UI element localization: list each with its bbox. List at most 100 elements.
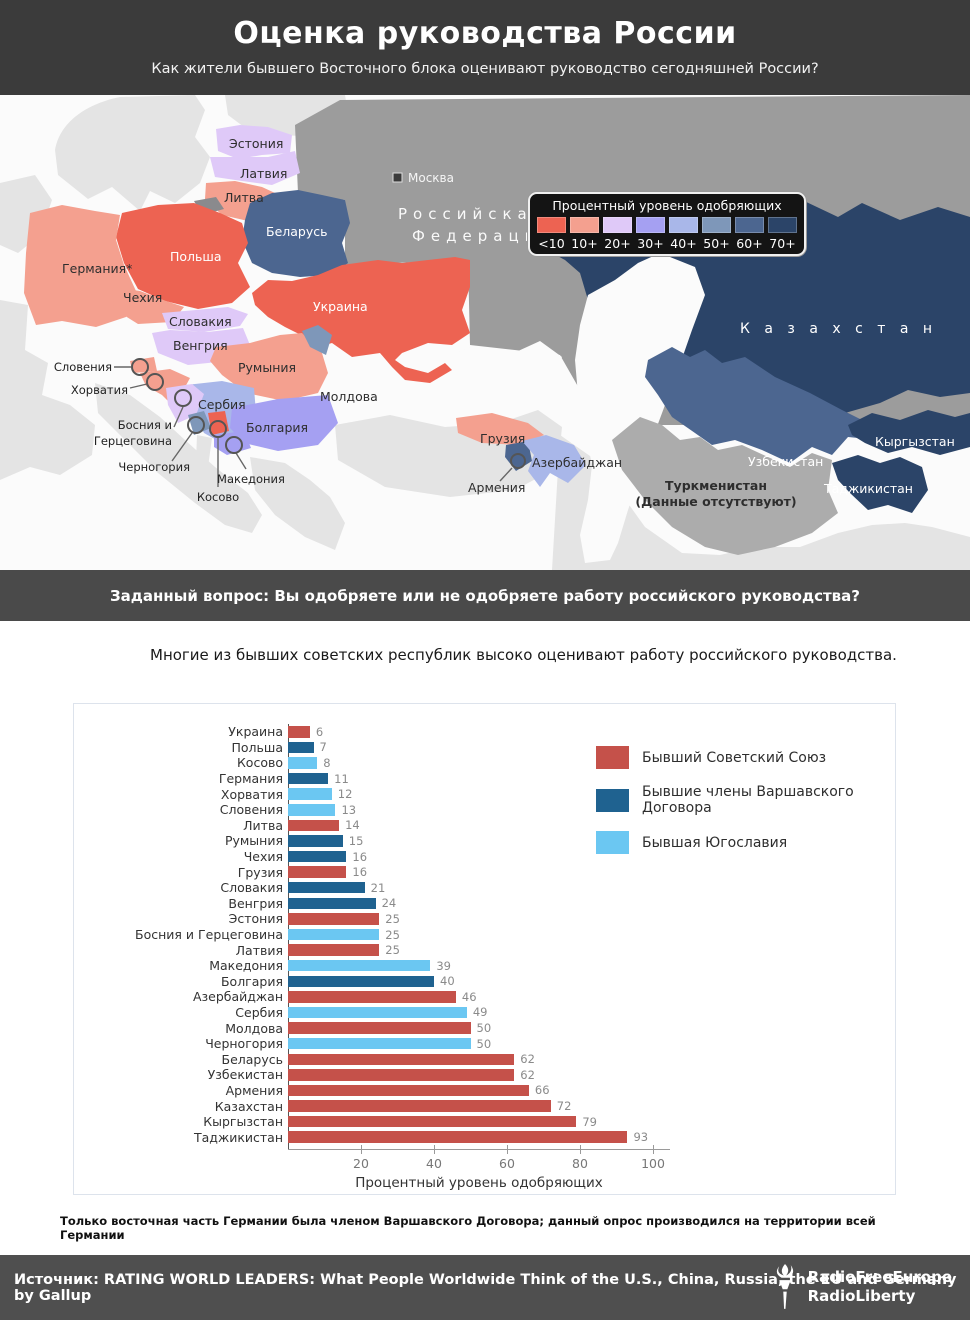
map-country-poland	[116, 203, 250, 309]
bar-row: Венгрия 24	[74, 896, 897, 912]
chart-legend-item: Бывшая Югославия	[596, 831, 895, 854]
bar-value: 16	[352, 865, 368, 880]
map-country-slovenia	[130, 357, 157, 373]
bar-row: Македония 39	[74, 958, 897, 974]
map-label-moldova: Молдова	[320, 389, 378, 404]
bar-label: Босния и Герцеговина	[135, 927, 283, 943]
bar	[288, 1037, 471, 1050]
map-label-ukraine: Украина	[313, 299, 368, 314]
legend-bucket: 70+	[768, 217, 797, 251]
legend-swatch	[702, 217, 731, 233]
map-country-latvia	[210, 151, 300, 185]
bar-value: 79	[582, 1114, 597, 1129]
legend-bucket: 50+	[702, 217, 731, 251]
x-axis-line	[288, 1149, 670, 1150]
bar-value: 46	[461, 989, 477, 1004]
bar-row: Словения 13	[74, 802, 897, 818]
map-label-bosnia-2: Герцеговина	[94, 434, 172, 448]
legend-bucket: <10	[537, 217, 566, 251]
map-label-czech: Чехия	[123, 290, 162, 305]
bar-label: Румыния	[224, 833, 283, 849]
bar-row: Украина 6	[74, 724, 897, 740]
map-label-serbia: Сербия	[198, 397, 246, 412]
bar-row: Босния и Герцеговина 25	[74, 927, 897, 943]
bar-label: Кыргызстан	[203, 1114, 283, 1130]
bar-row: Армения 66	[74, 1083, 897, 1099]
bar-row: Чехия 16	[74, 849, 897, 865]
map-country-romania	[210, 333, 328, 401]
bar	[288, 1084, 529, 1097]
map-label-estonia: Эстония	[229, 136, 283, 151]
chart-legend-swatch	[596, 788, 629, 812]
legend-bucket-label: 10+	[571, 236, 598, 251]
bar-value: 50	[476, 1036, 492, 1051]
map-country-kyrgyzstan	[848, 410, 970, 455]
black-sea	[330, 340, 562, 417]
bar-label: Болгария	[220, 973, 283, 989]
legend-bucket-label: <10	[538, 236, 565, 251]
map-label-georgia: Грузия	[480, 431, 525, 446]
chart-rows: Украина 6 Польша 7 Косово 8 Германия 11 Хорватия…	[74, 724, 897, 1145]
bar-value: 66	[534, 1083, 550, 1098]
bar	[288, 1100, 551, 1112]
bar-row: Узбекистан 62	[74, 1067, 897, 1083]
tick-mark	[434, 1145, 435, 1154]
legend-bucket: 20+	[603, 217, 632, 251]
bar-label: Черногория	[205, 1036, 283, 1052]
map-label-bosnia-1: Босния и	[118, 418, 172, 432]
bar-row: Литва 14	[74, 818, 897, 834]
bar-label: Словакия	[220, 880, 283, 896]
legend-bucket-label: 30+	[637, 236, 664, 251]
bar-label: Беларусь	[221, 1051, 284, 1067]
bar-label: Таджикистан	[194, 1129, 283, 1145]
bar	[288, 928, 380, 941]
bar	[288, 881, 365, 894]
map-country-moldova	[302, 325, 332, 355]
map-label-bulgaria: Болгария	[246, 420, 308, 435]
map-label-hungary: Венгрия	[173, 338, 228, 353]
tick-label: 60	[499, 1156, 515, 1171]
map-countries	[24, 125, 970, 555]
bar	[288, 975, 434, 988]
bar-row: Беларусь 62	[74, 1051, 897, 1067]
bar-label: Косово	[236, 755, 283, 771]
map-label-kyrgyzstan: Кыргызстан	[875, 434, 955, 449]
bar-row: Сербия 49	[74, 1005, 897, 1021]
bar-value: 11	[334, 771, 349, 786]
map-country-ukraine	[252, 257, 470, 383]
bar-value: 93	[633, 1130, 649, 1145]
map-legend-title: Процентный уровень одобряющих	[552, 198, 782, 213]
bar-chart-panel: Украина 6 Польша 7 Косово 8 Германия 11 Хорватия…	[73, 703, 896, 1195]
map-country-germany	[24, 205, 136, 327]
legend-swatch	[603, 217, 632, 233]
bar	[288, 757, 318, 769]
bar-value: 13	[341, 802, 357, 817]
map-label-croatia: Хорватия	[71, 383, 128, 397]
legend-bucket-label: 60+	[736, 236, 763, 251]
map-label-tajikistan: Таджикистан	[823, 481, 913, 496]
europe-asia-map: Москва Российская Федерация Эстония Латв…	[0, 95, 970, 570]
map-country-azerbaijan	[522, 435, 586, 487]
caspian-sea	[575, 253, 705, 563]
bar-row: Молдова 50	[74, 1020, 897, 1036]
tick-label: 80	[572, 1156, 588, 1171]
bar-value: 39	[436, 958, 451, 973]
legend-swatch	[636, 217, 665, 233]
bar-value: 25	[385, 927, 400, 942]
legend-swatch	[669, 217, 698, 233]
map-label-uzbekistan: Узбекистан	[748, 454, 823, 469]
bar-value: 50	[476, 1021, 492, 1036]
bar-label: Украина	[228, 724, 283, 740]
bar-row: Германия 11	[74, 771, 897, 787]
bar	[288, 819, 340, 832]
map-label-moscow: Москва	[408, 171, 454, 185]
map-label-romania: Румыния	[238, 360, 296, 375]
map-label-rf-1: Российская	[398, 205, 548, 223]
bar	[288, 726, 310, 738]
bar	[288, 1131, 628, 1143]
legend-bucket-label: 70+	[769, 236, 796, 251]
bar-label: Хорватия	[220, 786, 283, 802]
chart-legend-label: Бывший Советский Союз	[642, 749, 827, 766]
bar-value: 62	[520, 1067, 535, 1082]
tick-label: 100	[641, 1156, 665, 1171]
